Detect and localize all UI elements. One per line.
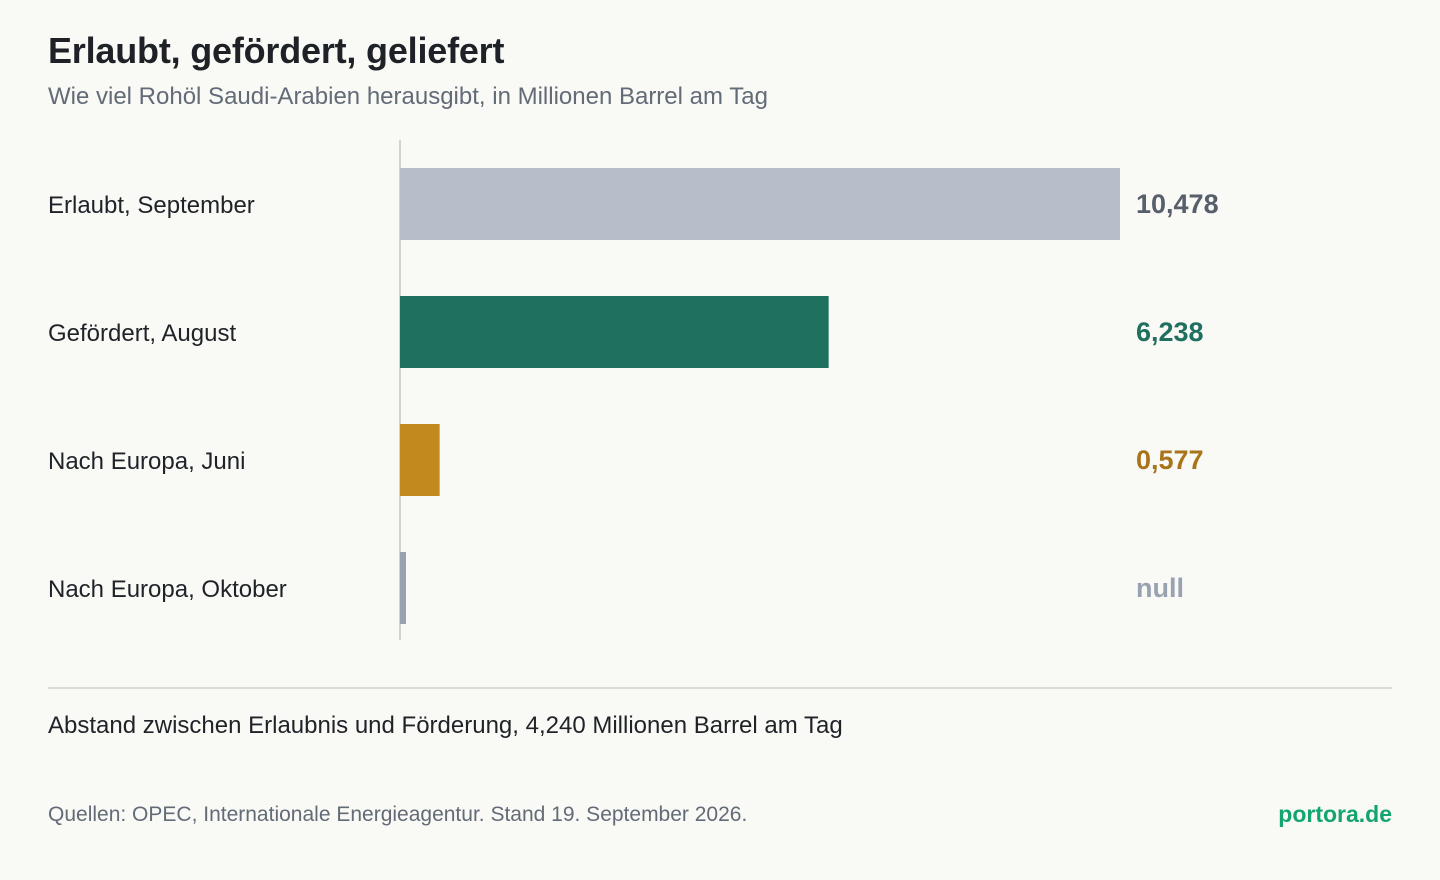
category-label: Erlaubt, September <box>48 192 255 219</box>
category-label: Gefördert, August <box>48 320 236 347</box>
bar <box>400 296 829 368</box>
value-label: 10,478 <box>1136 189 1219 219</box>
chart-title: Erlaubt, gefördert, geliefert <box>48 30 505 71</box>
category-label: Nach Europa, Oktober <box>48 576 287 603</box>
bar <box>400 168 1120 240</box>
chart-subtitle: Wie viel Rohöl Saudi-Arabien herausgibt,… <box>48 83 768 110</box>
bar <box>400 552 406 624</box>
divider <box>48 687 1392 689</box>
category-label: Nach Europa, Juni <box>48 448 245 475</box>
value-label: null <box>1136 573 1184 603</box>
value-label: 0,577 <box>1136 445 1204 475</box>
value-label: 6,238 <box>1136 317 1204 347</box>
bar <box>400 424 440 496</box>
bars-group: Erlaubt, September 10,478 Gefördert, Augus… <box>48 168 1219 624</box>
source-note: Quellen: OPEC, Internationale Energieage… <box>48 803 748 826</box>
brand-link[interactable]: portora.de <box>1278 801 1392 827</box>
gap-note: Abstand zwischen Erlaubnis und Förderung… <box>48 712 843 739</box>
